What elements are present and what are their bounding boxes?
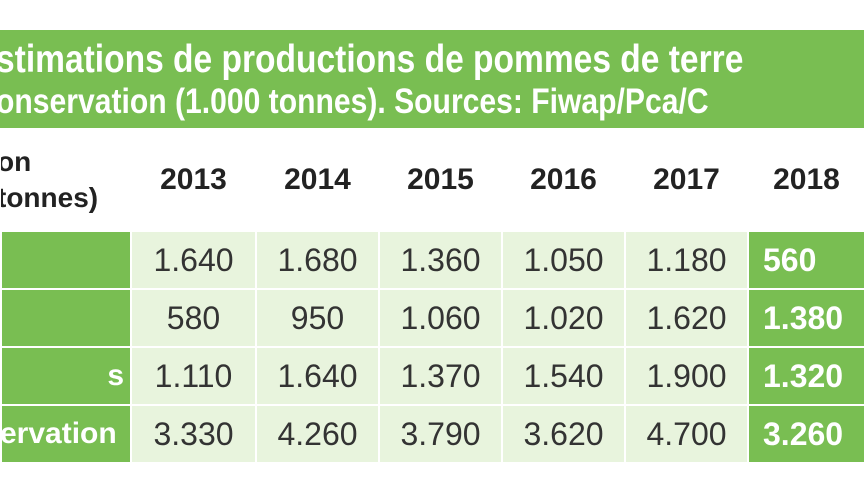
table-cell: 1.640 (130, 230, 257, 290)
year-header: 2018 (747, 128, 864, 232)
title-banner: stimations de productions de pommes de t… (0, 30, 864, 128)
table-cell: 1.050 (501, 230, 626, 290)
title-line-1: stimations de productions de pommes de t… (0, 38, 744, 81)
table-cell: 1.020 (501, 288, 626, 348)
row-label: s (0, 346, 132, 406)
production-table: on tonnes) 2013 2014 2015 2016 2017 2018… (0, 128, 864, 464)
table-cell: 1.370 (378, 346, 503, 406)
table-cell-highlight: 3.260 (747, 404, 864, 464)
table-row: 580 950 1.060 1.020 1.620 1.380 (0, 288, 864, 348)
table-cell: 3.790 (378, 404, 503, 464)
table-cell: 1.900 (624, 346, 749, 406)
title-line-2: onservation (1.000 tonnes). Sources: Fiw… (0, 82, 709, 121)
table-cell: 3.330 (130, 404, 257, 464)
table-cell: 1.540 (501, 346, 626, 406)
corner-header-line-1: on (1, 146, 32, 177)
table-cell: 1.180 (624, 230, 749, 290)
row-label (0, 288, 132, 348)
table-cell: 4.260 (255, 404, 380, 464)
year-header: 2016 (501, 128, 626, 232)
table-cell: 580 (130, 288, 257, 348)
table-cell: 1.060 (378, 288, 503, 348)
table-row: 1.640 1.680 1.360 1.050 1.180 560 (0, 230, 864, 290)
corner-header-line-2: tonnes) (1, 182, 99, 213)
row-label (0, 230, 132, 290)
table-row: ervation 3.330 4.260 3.790 3.620 4.700 3… (0, 404, 864, 464)
year-header: 2017 (624, 128, 749, 232)
table-cell: 3.620 (501, 404, 626, 464)
table-cell: 1.620 (624, 288, 749, 348)
table-row: s 1.110 1.640 1.370 1.540 1.900 1.320 (0, 346, 864, 406)
year-header: 2015 (378, 128, 503, 232)
table-cell: 1.360 (378, 230, 503, 290)
year-header: 2013 (130, 128, 257, 232)
table-cell: 1.680 (255, 230, 380, 290)
row-label: ervation (0, 404, 132, 464)
corner-header: on tonnes) (1, 128, 132, 232)
year-header: 2014 (255, 128, 380, 232)
table-header-row: on tonnes) 2013 2014 2015 2016 2017 2018 (1, 128, 864, 232)
row-label-text: ervation (1, 417, 117, 450)
table-cell: 1.640 (255, 346, 380, 406)
table-cell: 4.700 (624, 404, 749, 464)
table-cell-highlight: 1.320 (747, 346, 864, 406)
table-cell: 1.110 (130, 346, 257, 406)
table-cell: 950 (255, 288, 380, 348)
table-cell-highlight: 560 (747, 230, 864, 290)
table-cell-highlight: 1.380 (747, 288, 864, 348)
